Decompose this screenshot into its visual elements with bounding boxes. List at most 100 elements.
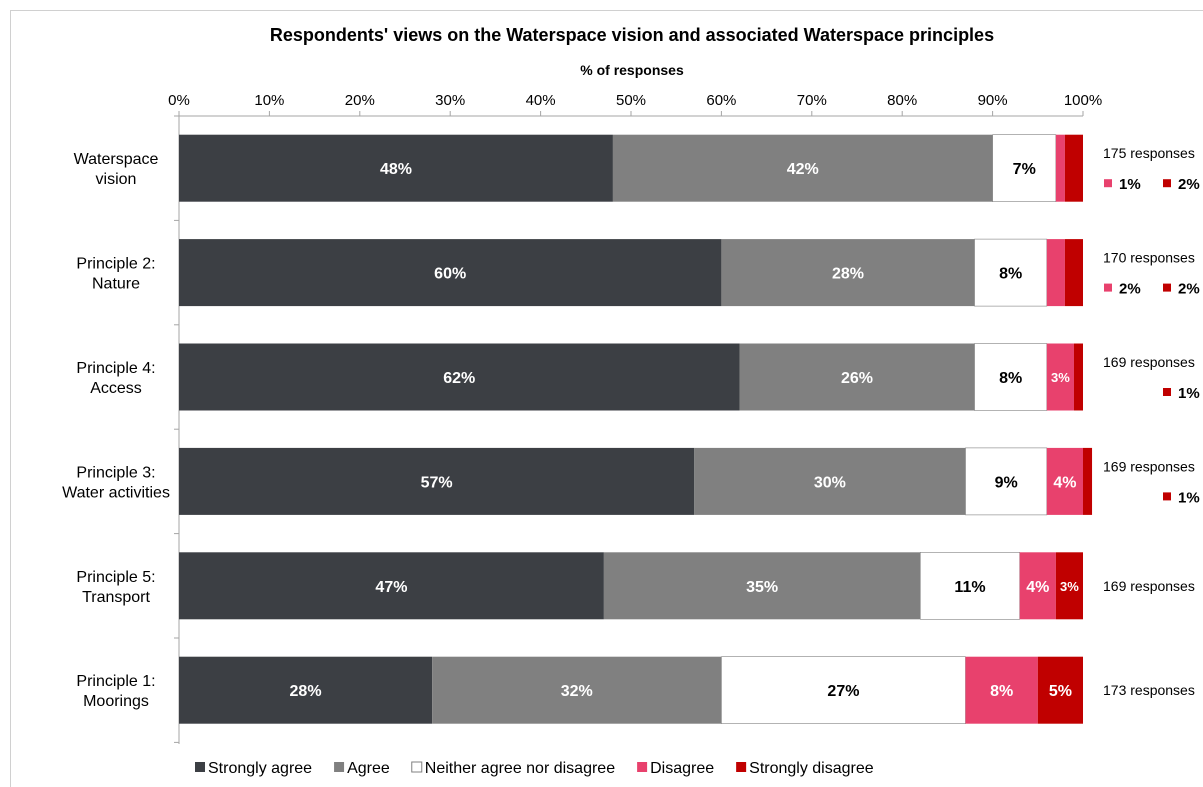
data-label: 4%	[1026, 579, 1049, 596]
data-label: 11%	[954, 579, 985, 596]
bar-segment	[179, 656, 433, 724]
bar-segment	[919, 551, 1021, 620]
category-label: vision	[96, 171, 137, 188]
category-label: Water activities	[62, 484, 170, 501]
data-label: 5%	[1049, 683, 1072, 700]
data-label: 62%	[443, 370, 475, 387]
category-label: Principle 3:	[76, 464, 155, 481]
legend-item-label: Strongly disagree	[749, 760, 874, 777]
x-tick-label: 70%	[797, 92, 827, 109]
bar-segment	[974, 238, 1048, 307]
response-count: 175 responses	[1103, 145, 1195, 161]
side-label-swatch	[1163, 492, 1171, 501]
side-label-swatch	[1163, 179, 1171, 188]
response-count: 169 responses	[1103, 578, 1195, 594]
x-tick-label: 50%	[616, 92, 646, 109]
legend-swatch	[195, 762, 205, 772]
legend: Strongly agree Agree Neither agree nor dis…	[195, 760, 874, 777]
data-label: 27%	[827, 683, 859, 700]
data-label: 48%	[380, 161, 412, 178]
x-tick-label: 10%	[254, 92, 284, 109]
legend-item-label: Neither agree nor disagree	[425, 760, 615, 777]
response-count: 169 responses	[1103, 354, 1195, 370]
data-label: 30%	[814, 474, 846, 491]
data-label: 28%	[290, 683, 322, 700]
x-axis-label: % of responses	[580, 62, 684, 78]
side-label: 1%	[1119, 176, 1141, 193]
x-tick-label: 30%	[435, 92, 465, 109]
data-label: 4%	[1053, 474, 1076, 491]
side-label-swatch	[1163, 283, 1171, 292]
data-label: 3%	[1060, 579, 1079, 594]
data-label: 8%	[990, 683, 1013, 700]
x-tick-label: 0%	[168, 92, 190, 109]
bar-segment	[992, 134, 1057, 202]
bar-segment	[739, 343, 975, 411]
chart-title: Respondents' views on the Waterspace vis…	[270, 25, 994, 45]
data-label: 8%	[999, 266, 1022, 283]
data-label: 8%	[999, 370, 1022, 387]
bar-segment	[1046, 343, 1074, 411]
side-label: 1%	[1178, 489, 1200, 506]
response-count: 170 responses	[1103, 250, 1195, 266]
category-label: Principle 5:	[76, 569, 155, 586]
bar-segment	[1037, 656, 1083, 724]
bar-segment	[1083, 447, 1093, 515]
category-label: Principle 1:	[76, 673, 155, 690]
bar-segment	[721, 656, 966, 725]
bar-segment	[1064, 134, 1083, 202]
legend-swatch	[411, 761, 423, 773]
data-label: 60%	[434, 266, 466, 283]
bar-segment	[179, 343, 740, 411]
bar-segment	[974, 343, 1048, 411]
x-tick-label: 100%	[1064, 92, 1102, 109]
side-label: 2%	[1178, 176, 1200, 193]
category-label: Transport	[82, 589, 150, 606]
side-label: 2%	[1178, 281, 1200, 298]
data-label: 47%	[375, 579, 407, 596]
bar-segment	[179, 134, 613, 202]
data-label: 9%	[995, 474, 1018, 491]
side-label-swatch	[1163, 388, 1171, 396]
axis-lines	[174, 111, 1084, 744]
category-label: Waterspace	[74, 151, 159, 168]
x-tick-label: 60%	[706, 92, 736, 109]
bar-segment	[1046, 239, 1065, 307]
data-label: 7%	[1013, 161, 1036, 178]
category-label: Nature	[92, 276, 140, 293]
bar-segment	[694, 447, 966, 515]
side-label: 1%	[1178, 385, 1200, 402]
bar-segment	[432, 656, 722, 724]
bar-segment	[1073, 343, 1083, 411]
bar-segment	[179, 447, 695, 515]
legend-item-label: Strongly agree	[208, 760, 312, 777]
data-label: 28%	[832, 266, 864, 283]
data-label: 42%	[787, 161, 819, 178]
category-label: Principle 4:	[76, 360, 155, 377]
x-axis-ticks: 0% 10% 20% 30% 40% 50% 60% 70% 80% 90% 100%	[168, 92, 1102, 109]
data-label: 35%	[746, 579, 778, 596]
bar-segment	[721, 239, 975, 307]
bar-segment	[179, 239, 722, 307]
data-label: 32%	[561, 683, 593, 700]
bar-segment	[1055, 134, 1065, 202]
bar-segment	[179, 552, 604, 620]
category-labels: Waterspace vision Principle 2: Nature Princi…	[62, 151, 170, 710]
chart-frame	[10, 10, 1203, 787]
response-annotations: 175 responses 1% 2% 170 responses 2% 2% 169 re…	[1103, 145, 1200, 698]
bar-segment	[603, 552, 921, 620]
x-tick-label: 20%	[345, 92, 375, 109]
x-tick-label: 40%	[526, 92, 556, 109]
response-count: 173 responses	[1103, 682, 1195, 698]
x-tick-label: 90%	[978, 92, 1008, 109]
side-label: 2%	[1119, 281, 1141, 298]
bar-segment	[1055, 552, 1083, 620]
side-label-swatch	[1104, 283, 1112, 292]
data-label: 3%	[1051, 370, 1070, 385]
data-label: 26%	[841, 370, 873, 387]
bar-segment	[612, 134, 993, 202]
bar-segment	[1019, 552, 1056, 620]
data-label: 57%	[421, 474, 453, 491]
bars: 48% 42% 7% 60% 28% 8% 62% 26% 8% 3% 57% 30% 9% 4% 47% 3…	[179, 134, 1093, 725]
legend-swatch	[736, 762, 747, 772]
